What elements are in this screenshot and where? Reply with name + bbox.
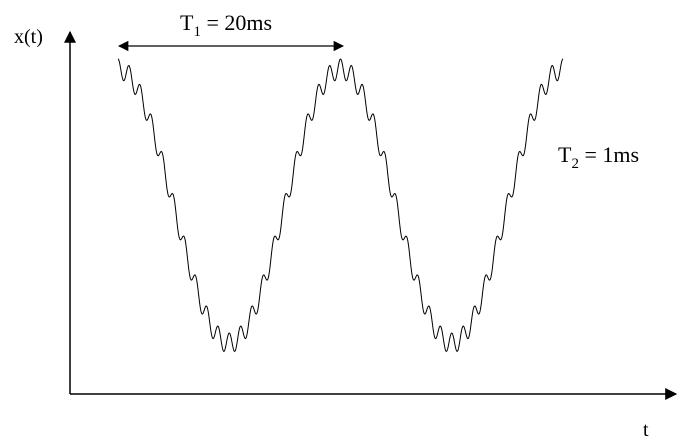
- period-1-value: = 20ms: [201, 10, 272, 35]
- period-1-label: T1 = 20ms: [180, 10, 272, 40]
- waveform-curve: [117, 58, 564, 352]
- y-axis-label: x(t): [14, 26, 43, 48]
- period-2-subscript: 2: [571, 156, 579, 172]
- x-axis-label: t: [643, 419, 649, 436]
- period-1-subscript: 1: [193, 24, 201, 40]
- period-2-value: = 1ms: [579, 142, 639, 167]
- period-2-label: T2 = 1ms: [558, 142, 639, 172]
- period-2-symbol: T: [558, 142, 572, 167]
- period-1-symbol: T: [180, 10, 194, 35]
